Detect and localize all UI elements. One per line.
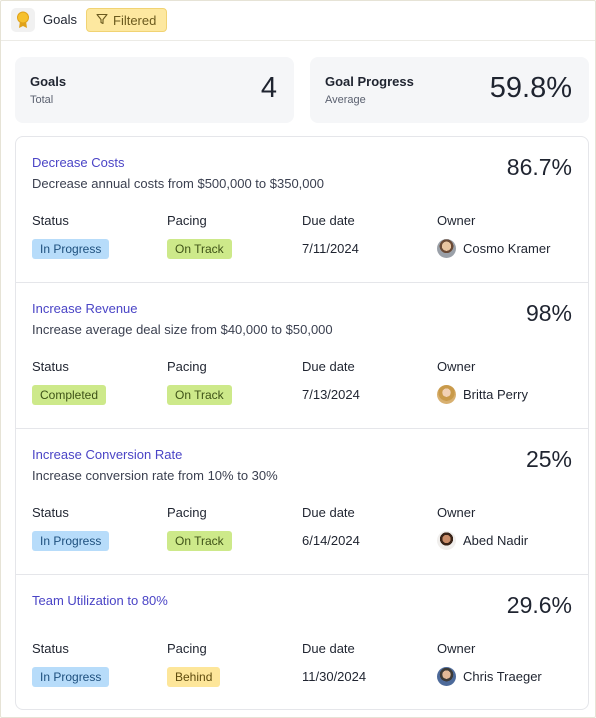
status-label: Status bbox=[32, 213, 69, 228]
pacing-badge: On Track bbox=[167, 239, 232, 259]
due-date-label: Due date bbox=[302, 641, 355, 656]
goal-description: Decrease annual costs from $500,000 to $… bbox=[32, 176, 324, 191]
owner-cell: Britta Perry bbox=[437, 385, 528, 404]
summary-card-total: Goals Total 4 bbox=[15, 57, 294, 123]
owner-label: Owner bbox=[437, 213, 476, 228]
filter-label: Filtered bbox=[113, 12, 157, 28]
goal-progress: 98% bbox=[525, 300, 572, 326]
status-badge: In Progress bbox=[32, 239, 110, 259]
due-date-value: 6/14/2024 bbox=[302, 533, 360, 548]
owner-label: Owner bbox=[437, 641, 476, 656]
goal-progress: 29.6% bbox=[506, 592, 572, 618]
summary-subtitle: Average bbox=[325, 94, 366, 106]
pacing-label: Pacing bbox=[167, 641, 207, 656]
status-badge: In Progress bbox=[32, 531, 110, 551]
owner-cell: Chris Traeger bbox=[437, 667, 542, 686]
avatar bbox=[437, 531, 456, 550]
owner-name: Cosmo Kramer bbox=[463, 241, 551, 256]
due-date-label: Due date bbox=[302, 359, 355, 374]
owner-cell: Abed Nadir bbox=[437, 531, 528, 550]
due-date-value: 7/13/2024 bbox=[302, 387, 360, 402]
goal-row: Decrease Costs Decrease annual costs fro… bbox=[16, 137, 588, 283]
award-icon bbox=[11, 8, 35, 32]
owner-label: Owner bbox=[437, 359, 476, 374]
goal-row: Increase Conversion Rate Increase conver… bbox=[16, 429, 588, 575]
goal-row: Team Utilization to 80% 29.6% Status Pac… bbox=[16, 575, 588, 709]
summary-value: 59.8% bbox=[489, 72, 572, 104]
goal-name-link[interactable]: Increase Revenue bbox=[32, 301, 138, 316]
goal-row: Increase Revenue Increase average deal s… bbox=[16, 283, 588, 429]
owner-name: Abed Nadir bbox=[463, 533, 529, 548]
owner-name: Britta Perry bbox=[463, 387, 529, 402]
status-label: Status bbox=[32, 505, 69, 520]
owner-label: Owner bbox=[437, 505, 476, 520]
due-date-label: Due date bbox=[302, 505, 355, 520]
owner-cell: Cosmo Kramer bbox=[437, 239, 550, 258]
pacing-label: Pacing bbox=[167, 359, 207, 374]
avatar bbox=[437, 385, 456, 404]
goal-name-link[interactable]: Decrease Costs bbox=[32, 155, 125, 170]
filter-button[interactable]: Filtered bbox=[86, 8, 167, 32]
summary-card-progress: Goal Progress Average 59.8% bbox=[310, 57, 589, 123]
due-date-label: Due date bbox=[302, 213, 355, 228]
avatar bbox=[437, 667, 456, 686]
status-badge: Completed bbox=[32, 385, 107, 405]
goal-progress: 86.7% bbox=[506, 154, 572, 180]
pacing-label: Pacing bbox=[167, 213, 207, 228]
goal-description: Increase conversion rate from 10% to 30% bbox=[32, 468, 278, 483]
widget-title: Goals bbox=[43, 12, 77, 27]
goals-list: Decrease Costs Decrease annual costs fro… bbox=[15, 136, 589, 710]
summary-subtitle: Total bbox=[30, 94, 54, 106]
status-label: Status bbox=[32, 641, 69, 656]
funnel-icon bbox=[96, 13, 108, 28]
pacing-badge: On Track bbox=[167, 385, 232, 405]
avatar bbox=[437, 239, 456, 258]
due-date-value: 7/11/2024 bbox=[302, 241, 359, 256]
summary-title: Goals bbox=[30, 74, 67, 89]
goal-progress: 25% bbox=[525, 446, 572, 472]
owner-name: Chris Traeger bbox=[463, 669, 542, 684]
goal-name-link[interactable]: Team Utilization to 80% bbox=[32, 593, 168, 608]
goal-name-link[interactable]: Increase Conversion Rate bbox=[32, 447, 183, 462]
due-date-value: 11/30/2024 bbox=[302, 669, 367, 684]
status-badge: In Progress bbox=[32, 667, 110, 687]
pacing-badge: On Track bbox=[167, 531, 232, 551]
goal-description: Increase average deal size from $40,000 … bbox=[32, 322, 333, 337]
pacing-label: Pacing bbox=[167, 505, 207, 520]
widget-header: Goals Filtered bbox=[1, 1, 595, 41]
summary-title: Goal Progress bbox=[325, 74, 414, 89]
pacing-badge: Behind bbox=[167, 667, 221, 687]
status-label: Status bbox=[32, 359, 69, 374]
summary-value: 4 bbox=[260, 72, 277, 104]
